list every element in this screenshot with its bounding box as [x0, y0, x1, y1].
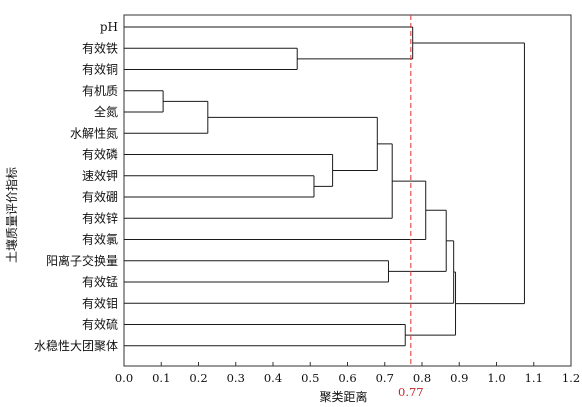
leaf-label: 有效钼: [82, 295, 118, 310]
x-tick-label: 0.4: [264, 371, 282, 385]
x-tick-label: 1.2: [562, 371, 580, 385]
leaf-label: 速效钾: [82, 168, 118, 183]
leaf-label: pH: [100, 20, 118, 34]
threshold-label: 0.77: [398, 385, 424, 399]
x-axis-title: 聚类距离: [319, 389, 367, 404]
x-tick-label: 0.1: [152, 371, 170, 385]
leaf-label: 有效硼: [82, 189, 118, 204]
x-tick-label: 1.1: [525, 371, 543, 385]
x-tick-label: 0.8: [413, 371, 431, 385]
leaf-label: 有效磷: [82, 147, 118, 162]
x-tick-label: 0.9: [450, 371, 468, 385]
dendrogram-branches: [124, 26, 525, 347]
leaf-label: 水稳性大团聚体: [34, 338, 118, 353]
x-axis-ticks: 0.0 0.1 0.2 0.3 0.4 0.5 0.6 0.7 0.8 0.9 1.0 1.1 1.2: [115, 362, 580, 385]
leaf-labels: pH 有效铁有效铜有机质全氮水解性氮有效磷速效钾有效硼有效锌有效氯阳离子交换量有效…: [34, 20, 118, 353]
x-tick-label: 0.6: [338, 371, 356, 385]
x-tick-label: 1.0: [487, 371, 505, 385]
leaf-label: 有效铁: [82, 40, 118, 55]
leaf-label: 有机质: [82, 84, 118, 98]
x-tick-label: 0.2: [189, 371, 207, 385]
leaf-label: 有效锌: [82, 210, 118, 225]
x-tick-label: 0.5: [301, 371, 319, 385]
x-tick-label: 0.0: [115, 371, 133, 385]
leaf-label: 水解性氮: [70, 125, 118, 140]
leaf-label: 阳离子交换量: [46, 253, 118, 268]
leaf-label: 有效锰: [82, 274, 118, 289]
x-tick-label: 0.7: [376, 371, 394, 385]
leaf-label: 有效铜: [82, 62, 118, 77]
x-tick-label: 0.3: [227, 371, 245, 385]
leaf-label: 全氮: [94, 104, 118, 119]
leaf-label: 有效硫: [82, 317, 118, 332]
plot-frame: [123, 14, 572, 367]
y-axis-title: 土壤质量评价指标: [4, 167, 19, 263]
leaf-label: 有效氯: [82, 232, 118, 247]
